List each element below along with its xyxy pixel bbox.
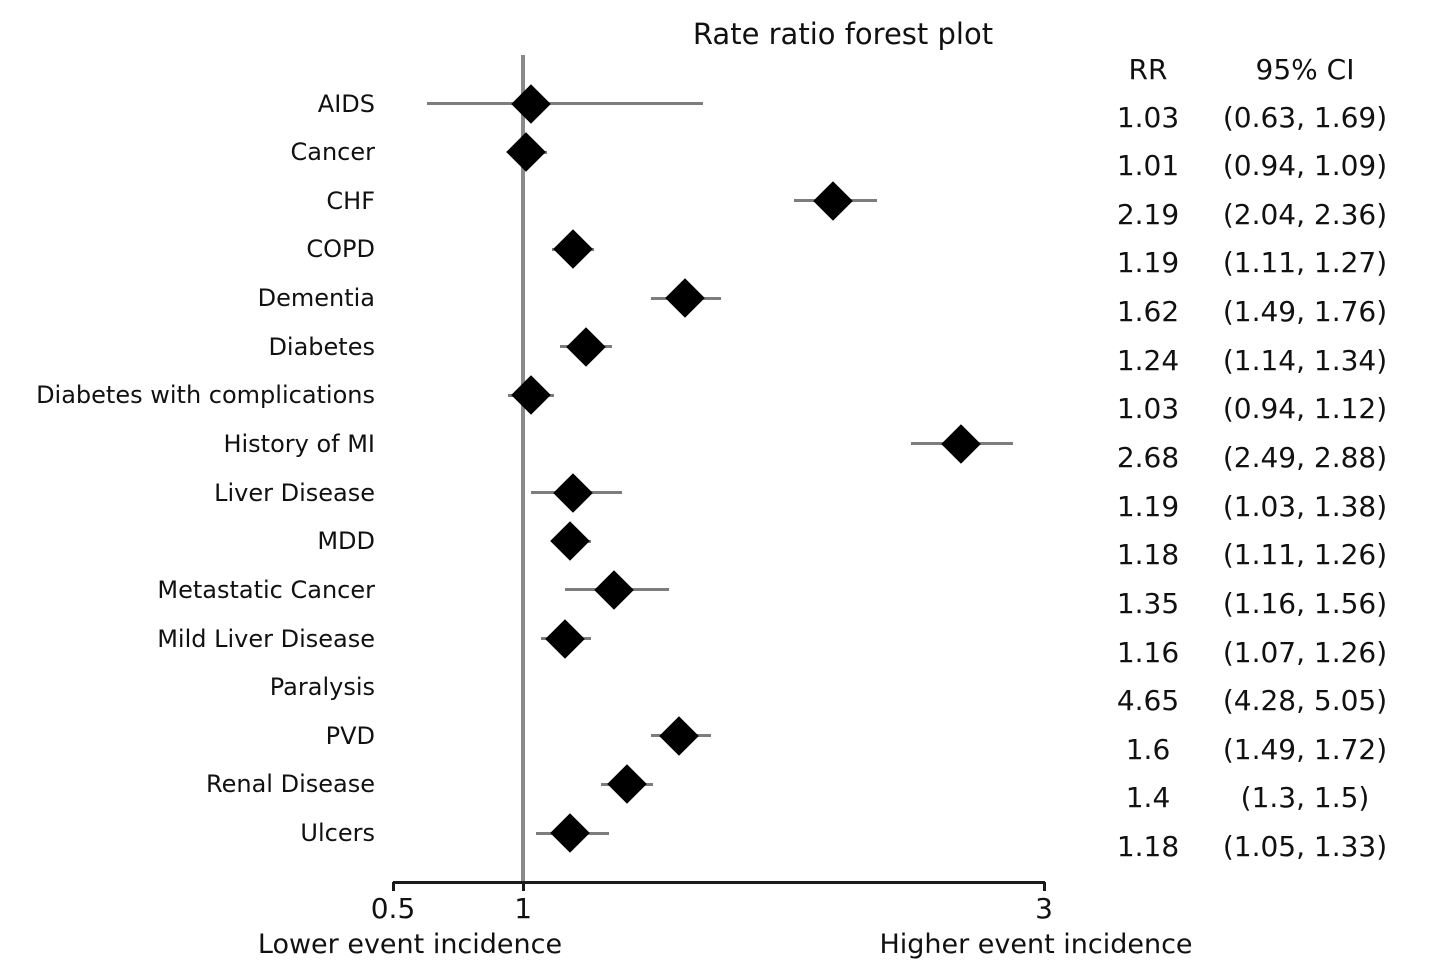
category-label: MDD (317, 527, 375, 556)
category-label: Liver Disease (214, 478, 375, 507)
ci-value: (4.28, 5.05) (1222, 684, 1388, 718)
rr-value: 1.03 (1116, 100, 1180, 134)
rr-diamond-marker (607, 764, 648, 805)
category-label: History of MI (223, 429, 375, 458)
category-label: AIDS (317, 89, 375, 118)
category-label: Metastatic Cancer (157, 575, 375, 604)
rr-diamond-marker (813, 180, 853, 221)
ci-whisker (426, 102, 703, 105)
rr-value: 2.19 (1116, 197, 1180, 231)
rr-diamond-marker (550, 813, 590, 853)
x-tick-label: 1 (514, 892, 533, 925)
ci-value: (1.49, 1.72) (1222, 732, 1388, 766)
ci-value: (1.16, 1.56) (1222, 586, 1388, 620)
chart-title: Rate ratio forest plot (692, 17, 994, 51)
rr-diamond-marker (552, 229, 593, 270)
rr-value: 1.4 (1125, 781, 1171, 815)
category-label: Renal Disease (206, 770, 375, 799)
rr-diamond-marker (545, 618, 585, 659)
category-label: Ulcers (300, 819, 375, 848)
rr-value: 1.03 (1116, 392, 1180, 426)
rr-value: 1.19 (1116, 489, 1180, 523)
ci-value: (0.94, 1.12) (1222, 392, 1388, 426)
category-label: Mild Liver Disease (157, 624, 375, 653)
category-label: Cancer (290, 138, 375, 167)
category-label: Diabetes with complications (36, 381, 375, 410)
rr-value: 1.01 (1116, 149, 1180, 183)
ci-value: (2.04, 2.36) (1222, 197, 1388, 231)
ci-value: (1.07, 1.26) (1222, 635, 1388, 669)
rr-diamond-marker (594, 570, 635, 610)
table-header-rr: RR (1128, 53, 1168, 86)
rr-diamond-marker (659, 716, 700, 756)
x-tick-label: 0.5 (370, 892, 416, 925)
table-header-ci: 95% CI (1255, 53, 1355, 86)
ci-value: (0.94, 1.09) (1222, 149, 1388, 183)
rr-diamond-marker (664, 278, 705, 318)
ci-value: (1.3, 1.5) (1240, 781, 1370, 815)
category-label: PVD (325, 721, 375, 750)
x-tick (1042, 882, 1046, 891)
x-axis-caption-right: Higher event incidence (879, 929, 1193, 960)
ci-value: (1.14, 1.34) (1222, 343, 1388, 377)
rr-value: 2.68 (1116, 440, 1180, 474)
x-tick-label: 3 (1035, 892, 1053, 925)
rr-diamond-marker (505, 132, 546, 172)
x-tick (521, 882, 525, 891)
x-tick (391, 882, 395, 891)
rr-value: 1.24 (1116, 343, 1180, 377)
category-label: Paralysis (269, 673, 375, 702)
category-label: Diabetes (268, 332, 375, 361)
rr-diamond-marker (511, 83, 551, 124)
rr-diamond-marker (565, 326, 606, 367)
rr-value: 1.18 (1116, 830, 1180, 864)
rr-value: 1.35 (1116, 586, 1180, 620)
rr-value: 1.6 (1125, 732, 1171, 766)
rr-diamond-marker (550, 521, 590, 562)
rr-value: 1.16 (1116, 635, 1180, 669)
x-axis-caption-left: Lower event incidence (257, 929, 563, 960)
ci-value: (1.11, 1.27) (1222, 246, 1388, 280)
ci-value: (1.03, 1.38) (1222, 489, 1388, 523)
ci-value: (0.63, 1.69) (1222, 100, 1388, 134)
category-label: Dementia (257, 284, 375, 313)
ci-value: (2.49, 2.88) (1222, 440, 1388, 474)
rr-value: 4.65 (1116, 684, 1180, 718)
ci-value: (1.05, 1.33) (1222, 830, 1388, 864)
rr-value: 1.19 (1116, 246, 1180, 280)
rr-diamond-marker (552, 472, 593, 513)
rr-diamond-marker (511, 375, 551, 416)
x-axis-spine (393, 881, 1045, 884)
rr-value: 1.62 (1116, 295, 1180, 329)
rr-diamond-marker (940, 424, 981, 464)
ci-value: (1.49, 1.76) (1222, 295, 1388, 329)
category-label: CHF (326, 186, 375, 215)
ci-value: (1.11, 1.26) (1222, 538, 1388, 572)
category-label: COPD (306, 235, 375, 264)
rr-value: 1.18 (1116, 538, 1180, 572)
reference-line (521, 55, 525, 882)
